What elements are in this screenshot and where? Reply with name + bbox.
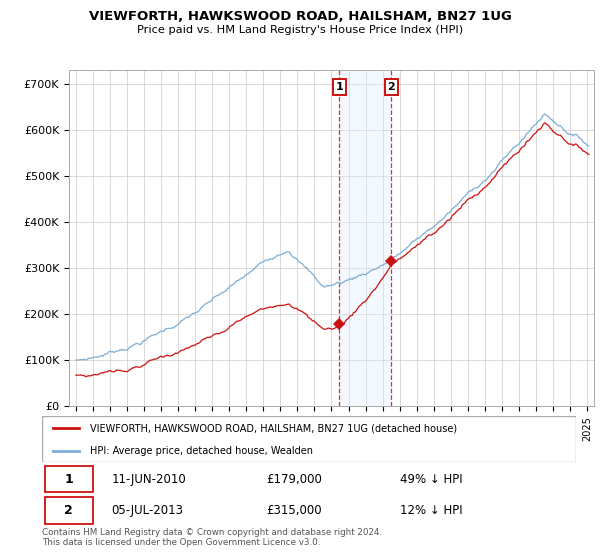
- Bar: [44, 466, 93, 492]
- Text: £315,000: £315,000: [266, 504, 322, 517]
- Text: £179,000: £179,000: [266, 473, 322, 486]
- Text: 05-JUL-2013: 05-JUL-2013: [112, 504, 184, 517]
- Text: 2: 2: [388, 82, 395, 92]
- Text: 1: 1: [64, 473, 73, 486]
- Text: 1: 1: [335, 82, 343, 92]
- Text: HPI: Average price, detached house, Wealden: HPI: Average price, detached house, Weal…: [90, 446, 313, 455]
- Text: VIEWFORTH, HAWKSWOOD ROAD, HAILSHAM, BN27 1UG: VIEWFORTH, HAWKSWOOD ROAD, HAILSHAM, BN2…: [89, 10, 511, 23]
- Bar: [44, 497, 93, 524]
- Text: Contains HM Land Registry data © Crown copyright and database right 2024.
This d: Contains HM Land Registry data © Crown c…: [42, 528, 382, 547]
- Text: 11-JUN-2010: 11-JUN-2010: [112, 473, 186, 486]
- Text: Price paid vs. HM Land Registry's House Price Index (HPI): Price paid vs. HM Land Registry's House …: [137, 25, 463, 35]
- Text: 49% ↓ HPI: 49% ↓ HPI: [400, 473, 463, 486]
- Bar: [339, 70, 391, 406]
- Text: 12% ↓ HPI: 12% ↓ HPI: [400, 504, 463, 517]
- Text: VIEWFORTH, HAWKSWOOD ROAD, HAILSHAM, BN27 1UG (detached house): VIEWFORTH, HAWKSWOOD ROAD, HAILSHAM, BN2…: [90, 423, 457, 433]
- Text: 2: 2: [64, 504, 73, 517]
